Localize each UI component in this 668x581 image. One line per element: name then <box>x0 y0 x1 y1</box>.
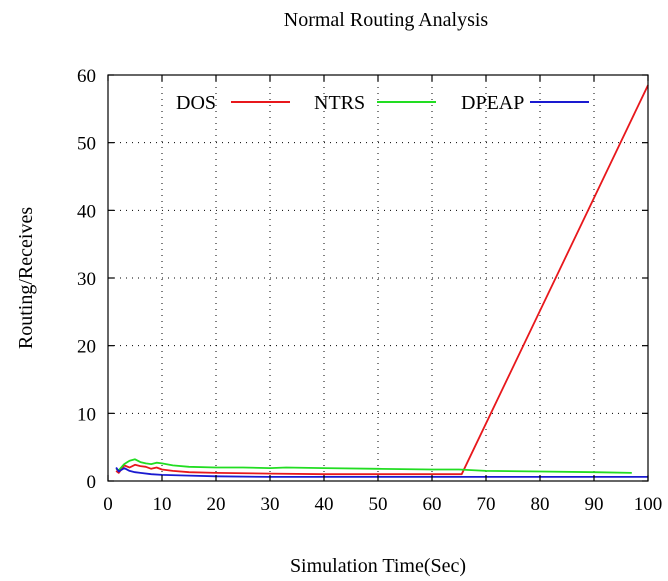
series-lines <box>115 84 649 478</box>
y-tick-label: 20 <box>77 337 96 358</box>
y-tick-label: 40 <box>77 201 96 222</box>
y-tick-label: 0 <box>87 472 97 493</box>
x-axis-label: Simulation Time(Sec) <box>290 555 466 577</box>
legend: DOS NTRS DPEAP <box>176 92 589 114</box>
legend-label-dos: DOS <box>176 92 216 114</box>
x-tick-label: 20 <box>207 494 226 515</box>
axis-ticks: 0 10 20 30 40 50 60 70 80 90 100 0 10 20 30 40 50 60 <box>77 66 662 515</box>
x-tick-label: 10 <box>153 494 172 515</box>
x-tick-label: 40 <box>315 494 334 515</box>
x-tick-label: 60 <box>423 494 442 515</box>
series-line-dpeap <box>115 466 648 478</box>
chart-title: Normal Routing Analysis <box>284 9 489 31</box>
legend-label-dpeap: DPEAP <box>461 92 524 114</box>
x-tick-label: 50 <box>369 494 388 515</box>
x-tick-label: 100 <box>634 494 663 515</box>
y-tick-label: 30 <box>77 269 96 290</box>
x-tick-label: 70 <box>477 494 496 515</box>
x-tick-label: 90 <box>585 494 604 515</box>
y-tick-label: 50 <box>77 134 96 155</box>
y-axis-label: Routing/Receives <box>15 207 37 349</box>
x-tick-label: 80 <box>531 494 550 515</box>
series-line-ntrs <box>115 458 632 474</box>
y-tick-label: 60 <box>77 66 96 87</box>
x-tick-label: 0 <box>103 494 113 515</box>
legend-label-ntrs: NTRS <box>314 92 365 114</box>
x-tick-label: 30 <box>261 494 280 515</box>
y-tick-label: 10 <box>77 404 96 425</box>
series-line-dos <box>115 84 649 476</box>
grid <box>108 75 648 481</box>
